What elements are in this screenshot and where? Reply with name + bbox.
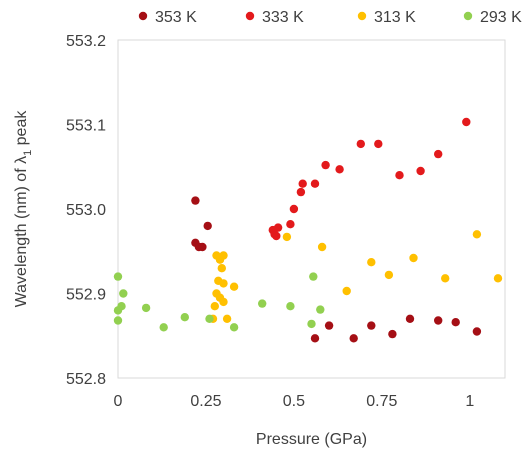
data-point-series-1 [321,160,330,170]
legend-marker [357,11,367,21]
data-point-series-2 [217,264,226,273]
data-point-series-3 [113,272,123,281]
data-point-series-1 [298,179,307,188]
data-point-series-1 [310,179,320,188]
legend-marker [463,11,473,21]
data-point-series-2 [317,242,327,252]
data-point-series-1 [462,117,471,127]
data-point-series-2 [493,274,503,283]
data-point-series-0 [349,334,358,343]
data-point-series-0 [310,334,320,343]
data-point-series-3 [119,289,128,298]
legend-label: 333 K [262,9,304,26]
data-point-series-3 [286,302,295,311]
data-point-series-2 [342,286,351,296]
data-point-series-1 [335,165,344,174]
data-point-series-2 [472,230,482,239]
data-point-series-2 [219,279,228,288]
y-axis-title-tail: peak [13,110,30,150]
data-point-series-3 [258,299,267,308]
data-point-series-0 [472,327,482,336]
data-point-series-0 [367,321,376,330]
legend: 353 K 333 K 313 K 293 K [138,9,522,26]
plot-area [117,39,506,379]
data-point-series-0 [191,196,200,205]
data-point-series-0 [434,316,443,325]
x-axis-ticks: 0 0.25 0.5 0.75 1 [114,393,475,410]
data-points [113,117,503,343]
data-point-series-3 [229,323,239,332]
data-point-series-2 [219,251,228,260]
data-point-series-3 [316,305,325,314]
plot-border [117,39,506,379]
data-point-series-3 [159,323,168,332]
legend-label: 313 K [374,9,416,26]
data-point-series-1 [416,166,425,176]
data-point-series-2 [384,270,394,280]
data-point-series-2 [229,282,239,291]
x-tick-label: 0 [114,393,123,410]
data-point-series-0 [405,314,415,323]
y-tick-label: 553.0 [66,202,106,219]
data-point-series-1 [286,220,295,229]
data-point-series-3 [180,313,189,322]
data-point-series-3 [117,302,126,311]
data-point-series-2 [210,302,219,311]
data-point-series-3 [113,316,123,325]
data-point-series-1 [272,231,281,241]
data-point-series-3 [307,319,316,329]
y-axis-title: Wavelength (nm) of λ1 peak [13,110,34,308]
legend-marker [138,11,148,21]
y-axis-ticks: 552.8 552.9 553.0 553.1 553.2 [66,33,106,388]
y-tick-label: 553.1 [66,118,106,135]
data-point-series-3 [309,272,318,281]
y-axis-title-main: Wavelength (nm) of [13,164,30,307]
data-point-series-1 [434,149,443,159]
data-point-series-1 [289,204,299,214]
x-tick-label: 0.25 [190,393,221,410]
legend-marker [245,11,255,21]
data-point-series-2 [441,274,450,283]
data-point-series-0 [324,321,334,330]
data-point-series-0 [203,221,212,231]
data-point-series-1 [374,139,383,149]
y-tick-label: 552.8 [66,371,106,388]
data-point-series-2 [409,253,418,263]
data-point-series-0 [198,242,207,252]
data-point-series-2 [367,258,376,267]
data-point-series-1 [273,223,283,232]
legend-label: 293 K [480,9,522,26]
y-tick-label: 552.9 [66,287,106,304]
legend-label: 353 K [155,9,197,26]
x-tick-label: 1 [465,393,474,410]
data-point-series-3 [205,314,214,323]
x-tick-label: 0.75 [366,393,397,410]
data-point-series-0 [388,329,397,339]
data-point-series-2 [219,297,228,307]
y-tick-label: 553.2 [66,33,106,50]
data-point-series-0 [451,318,460,327]
x-tick-label: 0.5 [283,393,305,410]
data-point-series-2 [222,314,232,323]
data-point-series-1 [395,171,404,180]
y-axis-title-subscript: 1 [22,150,34,156]
data-point-series-1 [296,187,306,197]
y-axis-title-symbol: λ [13,156,30,164]
data-point-series-2 [282,232,292,242]
data-point-series-3 [141,303,151,313]
x-axis-title: Pressure (GPa) [256,431,367,448]
data-point-series-1 [356,139,365,149]
